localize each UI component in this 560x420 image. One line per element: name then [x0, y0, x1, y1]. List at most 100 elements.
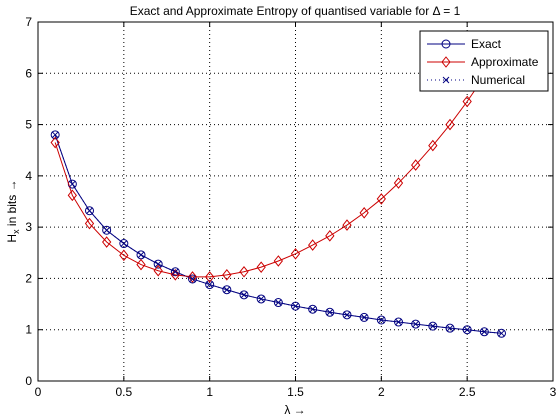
- point-exact: [273, 298, 283, 308]
- point-numerical: [309, 305, 317, 313]
- point-exact: [325, 307, 335, 317]
- point-numerical: [292, 302, 299, 310]
- point-numerical-stroke-b: [171, 268, 179, 276]
- point-numerical-stroke-b: [412, 320, 420, 328]
- point-numerical-stroke-b: [223, 286, 231, 294]
- point-numerical-stroke-b: [463, 326, 471, 334]
- point-exact: [119, 239, 129, 249]
- legend-marker-numerical-stroke-b: [442, 76, 450, 84]
- series-layer: [50, 43, 507, 338]
- point-approximate: [239, 265, 249, 278]
- y-tick-label: 2: [25, 271, 32, 285]
- point-exact: [497, 328, 506, 338]
- point-numerical-stroke-b: [189, 275, 196, 283]
- point-numerical-stroke-b: [429, 322, 437, 330]
- point-numerical: [463, 326, 471, 334]
- x-tick-label: 1: [206, 385, 213, 399]
- point-approximate: [119, 249, 129, 262]
- point-exact: [342, 310, 352, 320]
- point-numerical-stroke-b: [309, 305, 317, 313]
- point-exact: [359, 312, 369, 322]
- point-numerical: [429, 322, 437, 330]
- point-numerical: [86, 207, 93, 215]
- point-numerical: [189, 275, 196, 283]
- point-exact: [479, 327, 489, 337]
- point-approximate: [153, 264, 163, 277]
- x-tick-label: 3: [550, 385, 557, 399]
- point-approximate: [376, 193, 386, 205]
- point-numerical-stroke-b: [498, 329, 505, 337]
- point-exact: [85, 206, 94, 216]
- point-numerical: [377, 316, 385, 324]
- y-axis-label-sub: x: [11, 229, 21, 234]
- point-numerical: [412, 320, 420, 328]
- point-approximate: [290, 248, 301, 260]
- point-numerical-stroke-b: [292, 302, 299, 310]
- point-numerical: [257, 295, 265, 303]
- point-exact: [376, 315, 386, 325]
- legend-entry-numerical: Numerical: [427, 73, 525, 87]
- point-numerical-stroke-b: [446, 324, 454, 332]
- point-exact: [256, 294, 266, 304]
- legend-marker-exact: [441, 39, 451, 49]
- point-exact: [170, 267, 180, 277]
- x-tick-label: 2.5: [459, 385, 476, 399]
- legend-marker-approximate: [441, 56, 451, 68]
- legend-entry-approximate: Approximate: [427, 55, 539, 69]
- series-line-numerical: [54, 134, 502, 334]
- point-approximate: [187, 271, 198, 283]
- point-approximate: [273, 255, 283, 267]
- point-numerical: [274, 299, 282, 306]
- point-exact: [291, 301, 300, 311]
- x-tick-label: 0.5: [115, 385, 132, 399]
- point-exact: [411, 319, 421, 329]
- point-approximate: [308, 239, 318, 251]
- point-approximate: [67, 189, 77, 202]
- x-tick-label: 1.5: [287, 385, 304, 399]
- point-numerical: [343, 311, 351, 319]
- point-approximate: [50, 136, 60, 149]
- point-numerical: [326, 308, 334, 316]
- point-exact: [50, 130, 60, 140]
- point-numerical-stroke-b: [343, 311, 351, 319]
- x-tick-label: 0: [35, 385, 42, 399]
- point-approximate: [256, 261, 266, 273]
- point-numerical: [137, 251, 145, 259]
- point-approximate: [102, 236, 112, 248]
- point-exact: [205, 280, 215, 290]
- point-approximate: [393, 177, 404, 189]
- point-exact: [102, 225, 112, 235]
- legend-label-exact: Exact: [471, 37, 502, 51]
- point-exact: [308, 304, 318, 314]
- point-numerical: [154, 260, 162, 268]
- series-numerical: [51, 131, 505, 337]
- point-exact: [222, 285, 232, 295]
- point-approximate: [325, 230, 335, 242]
- point-numerical: [206, 281, 214, 288]
- point-numerical: [51, 131, 59, 139]
- point-numerical: [498, 329, 505, 337]
- y-axis-label-rest: in bits →: [5, 179, 19, 229]
- y-axis-label-main: H: [5, 234, 19, 243]
- point-numerical: [446, 324, 454, 332]
- point-approximate: [205, 271, 215, 283]
- legend: Exact Approximate Numerical: [419, 30, 549, 92]
- point-numerical: [120, 240, 128, 247]
- point-approximate: [411, 159, 421, 171]
- point-numerical-stroke-b: [206, 281, 214, 288]
- point-numerical-stroke-b: [360, 314, 368, 321]
- point-numerical-stroke-b: [86, 207, 93, 215]
- legend-marker-numerical: [442, 76, 450, 84]
- point-numerical-stroke-b: [103, 226, 111, 234]
- point-exact: [153, 259, 163, 269]
- point-approximate: [222, 269, 232, 281]
- point-numerical-stroke-b: [68, 180, 76, 188]
- point-approximate: [445, 118, 455, 131]
- point-approximate: [342, 219, 352, 231]
- point-numerical-stroke-b: [480, 328, 488, 336]
- x-axis-label: λ →: [284, 403, 305, 417]
- point-numerical: [360, 314, 368, 321]
- y-tick-label: 7: [25, 15, 32, 29]
- tick-layer: 0 0.5 1 1.5 2 2.5 3 0 1 2 3 4 5 6 7: [25, 15, 556, 399]
